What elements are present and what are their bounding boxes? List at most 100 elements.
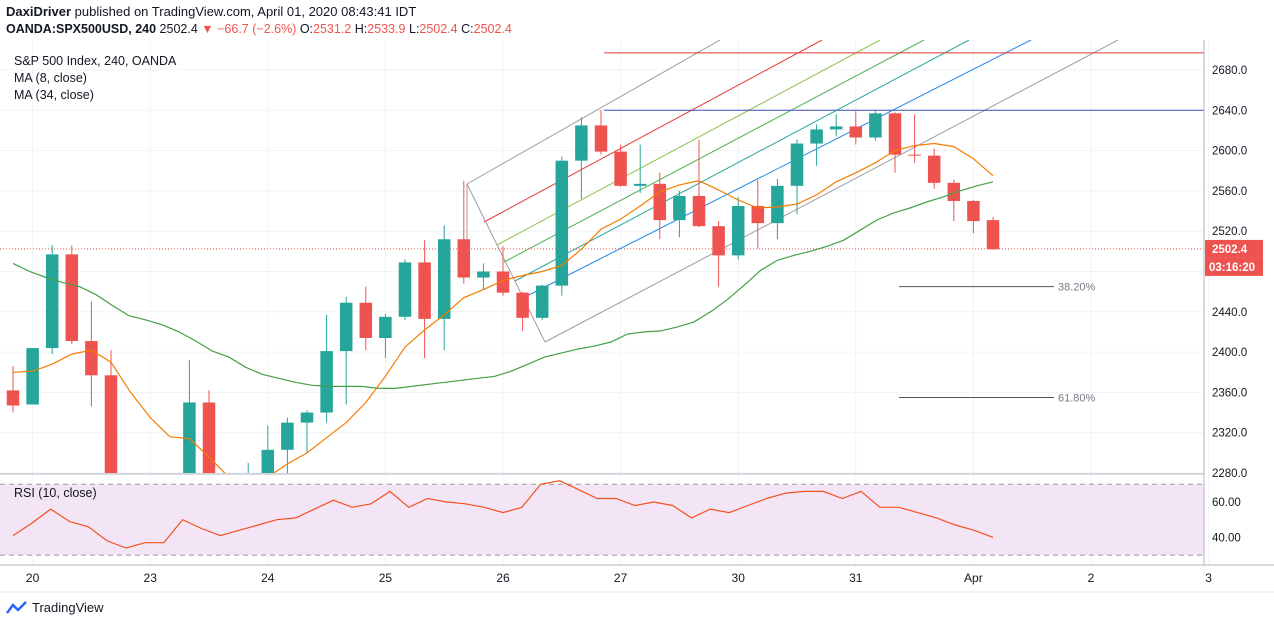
symbol-name[interactable]: OANDA:SPX500USD, 240 <box>6 22 157 36</box>
time-tick-label: Apr <box>964 571 983 585</box>
candle-body <box>967 200 980 222</box>
high-label: H: <box>354 22 368 36</box>
candle-body <box>457 239 471 278</box>
close-label: C: <box>461 22 474 36</box>
time-tick-label: 2 <box>1088 571 1095 585</box>
candle-body <box>614 151 627 186</box>
footer-brand[interactable]: TradingView <box>32 600 104 615</box>
candle-body <box>359 302 373 338</box>
candle-body <box>379 316 392 338</box>
high-value: 2533.9 <box>367 22 406 36</box>
fib-level-label: 38.20% <box>1058 282 1096 294</box>
fib-level-label: 61.80% <box>1058 392 1096 404</box>
price-tick-label: 2640.0 <box>1212 105 1247 117</box>
candle-body <box>829 126 843 130</box>
ma8-line <box>12 142 994 473</box>
candle-body <box>202 402 216 473</box>
pitchfork-line <box>466 40 721 185</box>
candle-body <box>516 292 529 318</box>
ma34-line <box>12 181 994 389</box>
candle-body <box>85 341 98 376</box>
candle-body <box>771 185 784 224</box>
candle-body <box>183 402 196 473</box>
rsi-legend[interactable]: RSI (10, close) <box>14 486 97 500</box>
time-tick-label: 30 <box>732 571 746 585</box>
rsi-tick-label: 60.00 <box>1212 497 1241 509</box>
time-tick-label: 20 <box>26 571 40 585</box>
down-arrow-icon: ▼ <box>201 22 214 36</box>
time-tick-label: 24 <box>261 571 275 585</box>
tradingview-logo-icon[interactable] <box>6 600 28 615</box>
candle-body <box>575 125 588 161</box>
candle-body <box>633 183 647 186</box>
candle-body <box>418 262 431 319</box>
candle-body <box>712 226 725 256</box>
ma8-legend[interactable]: MA (8, close) <box>14 71 87 85</box>
countdown-tag-label: 03:16:20 <box>1209 262 1255 274</box>
price-tick-label: 2280.0 <box>1212 468 1247 480</box>
low-label: L: <box>408 22 420 36</box>
candle-body <box>653 183 667 221</box>
candle-body <box>692 195 706 227</box>
candle-body <box>281 422 294 450</box>
candle-body <box>104 375 118 473</box>
rsi-tick-label: 40.00 <box>1212 532 1241 544</box>
price-tick-label: 2400.0 <box>1212 347 1247 359</box>
candle-body <box>790 143 804 186</box>
low-value: 2502.4 <box>419 22 458 36</box>
candle-body <box>751 206 765 224</box>
time-tick-label: 31 <box>849 571 863 585</box>
price-tick-label: 2680.0 <box>1212 65 1247 77</box>
candle-body <box>320 351 333 413</box>
pitchfork-line <box>544 40 1119 343</box>
price-chart[interactable]: 2280.02320.02360.02400.02440.02480.02520… <box>0 0 1274 600</box>
pitchfork-line <box>483 40 823 223</box>
candle-body <box>927 155 941 183</box>
price-tick-label: 2360.0 <box>1212 387 1247 399</box>
candle-body <box>947 182 961 201</box>
time-tick-label: 25 <box>379 571 393 585</box>
chart-title: S&P 500 Index, 240, OANDA <box>14 54 177 68</box>
candle-body <box>555 160 569 286</box>
candle-body <box>673 195 686 221</box>
candle-body <box>535 285 549 318</box>
candle-body <box>908 154 921 156</box>
countdown-tag <box>1205 257 1263 276</box>
candle-body <box>888 113 902 155</box>
time-tick-label: 23 <box>144 571 158 585</box>
pitchfork-line <box>524 40 1032 298</box>
last-price: 2502.4 <box>159 22 198 36</box>
rsi-pane <box>0 480 1204 556</box>
candle-body <box>731 206 745 256</box>
candle-body <box>300 412 314 423</box>
rsi-band <box>0 484 1204 556</box>
axes: 2280.02320.02360.02400.02440.02480.02520… <box>0 40 1274 593</box>
price-tick-label: 2520.0 <box>1212 226 1247 238</box>
candle-body <box>45 254 59 349</box>
author-name[interactable]: DaxiDriver <box>6 4 72 19</box>
last-price-tag-label: 2502.4 <box>1212 244 1248 256</box>
candle-body <box>65 254 79 342</box>
candle-body <box>261 449 275 473</box>
price-change: −66.7 (−2.6%) <box>217 22 297 36</box>
time-tick-label: 3 <box>1205 571 1212 585</box>
candle-body <box>398 262 412 317</box>
candle-body <box>496 271 510 293</box>
candles <box>6 110 1000 473</box>
ma34-legend[interactable]: MA (34, close) <box>14 88 94 102</box>
price-tick-label: 2600.0 <box>1212 146 1247 158</box>
pitchfork-handle <box>466 183 546 343</box>
time-tick-label: 27 <box>614 571 628 585</box>
candle-body <box>26 348 39 405</box>
rsi-line <box>12 480 994 549</box>
candle-body <box>6 390 20 406</box>
last-price-tag <box>1205 239 1263 258</box>
drawings <box>0 40 1204 398</box>
candle-body <box>849 126 863 138</box>
candle-body <box>869 113 882 138</box>
candle-body <box>437 239 451 319</box>
pitchfork-line <box>514 40 970 282</box>
candle-body <box>986 220 1000 250</box>
price-tick-label: 2440.0 <box>1212 307 1247 319</box>
publish-text: published on TradingView.com, April 01, … <box>74 4 417 19</box>
